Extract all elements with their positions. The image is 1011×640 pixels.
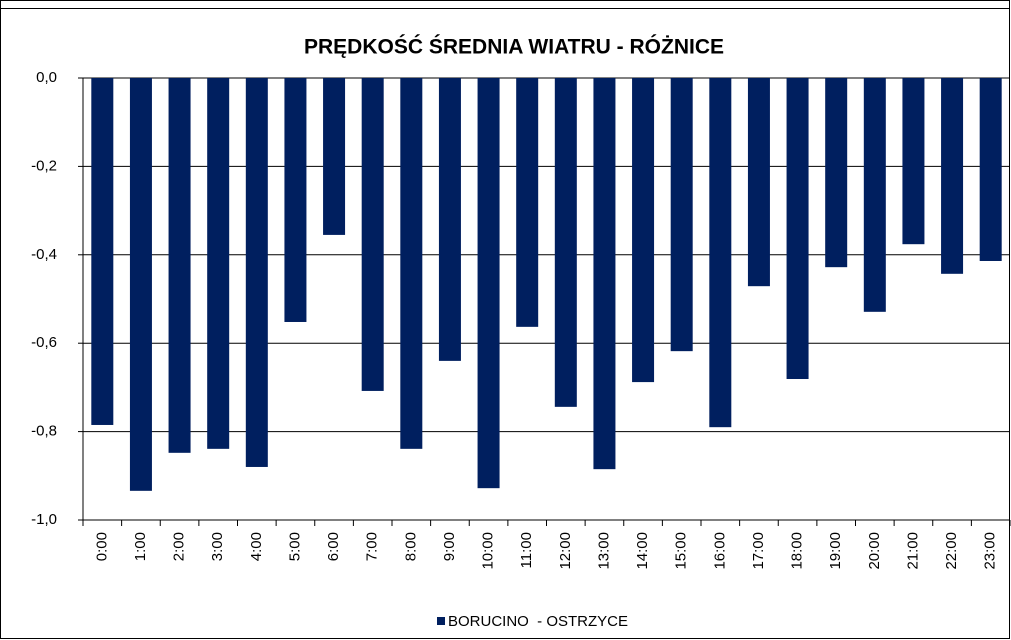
x-tick-label: 10:00 (480, 532, 497, 570)
y-tick-label: -1,0 (31, 511, 57, 528)
x-tick-label: 20:00 (866, 532, 883, 570)
x-tick-label: 7:00 (364, 532, 381, 561)
bar (245, 78, 268, 467)
bar (438, 78, 461, 361)
bar (979, 78, 1002, 261)
x-tick-label: 6:00 (325, 532, 342, 561)
bar (863, 78, 886, 312)
x-tick-label: 8:00 (402, 532, 419, 561)
bar (709, 78, 732, 428)
y-tick-label: -0,6 (31, 334, 57, 351)
legend-swatch (437, 617, 445, 625)
x-tick-label: 12:00 (557, 532, 574, 570)
x-tick-label: 1:00 (132, 532, 149, 561)
x-tick-label: 13:00 (595, 532, 612, 570)
bar (670, 78, 693, 352)
bar (477, 78, 500, 489)
legend-label: BORUCINO - OSTRZYCE (448, 613, 628, 630)
y-tick-label: -0,2 (31, 157, 57, 174)
chart-title: PRĘDKOŚĆ ŚREDNIA WIATRU - RÓŻNICE (304, 35, 724, 59)
bar (825, 78, 848, 268)
x-tick-label: 17:00 (750, 532, 767, 570)
bar (902, 78, 925, 245)
bar (91, 78, 114, 425)
bar (323, 78, 346, 235)
x-tick-label: 23:00 (982, 532, 999, 570)
x-tick-label: 18:00 (789, 532, 806, 570)
y-tick-label: -0,4 (31, 246, 57, 263)
x-tick-label: 21:00 (904, 532, 921, 570)
x-tick-label: 14:00 (634, 532, 651, 570)
x-tick-label: 9:00 (441, 532, 458, 561)
x-tick-label: 15:00 (673, 532, 690, 570)
x-tick-label: 19:00 (827, 532, 844, 570)
x-tick-label: 0:00 (93, 532, 110, 561)
bar (786, 78, 809, 380)
x-tick-label: 4:00 (248, 532, 265, 561)
bar (747, 78, 770, 287)
bar (207, 78, 230, 449)
y-tick-label: 0,0 (36, 69, 57, 86)
bar (284, 78, 307, 322)
x-tick-label: 2:00 (171, 532, 188, 561)
bar (632, 78, 655, 383)
x-tick-label: 3:00 (209, 532, 226, 561)
x-tick-label: 22:00 (943, 532, 960, 570)
bar (593, 78, 616, 470)
bar (400, 78, 423, 449)
bar (554, 78, 577, 407)
bar (941, 78, 964, 274)
x-tick-label: 11:00 (518, 532, 535, 568)
y-tick-label: -0,8 (31, 423, 57, 440)
bar (516, 78, 539, 327)
bar (129, 78, 152, 491)
x-tick-label: 16:00 (711, 532, 728, 570)
bar (168, 78, 191, 453)
x-tick-label: 5:00 (286, 532, 303, 561)
bar (361, 78, 384, 391)
